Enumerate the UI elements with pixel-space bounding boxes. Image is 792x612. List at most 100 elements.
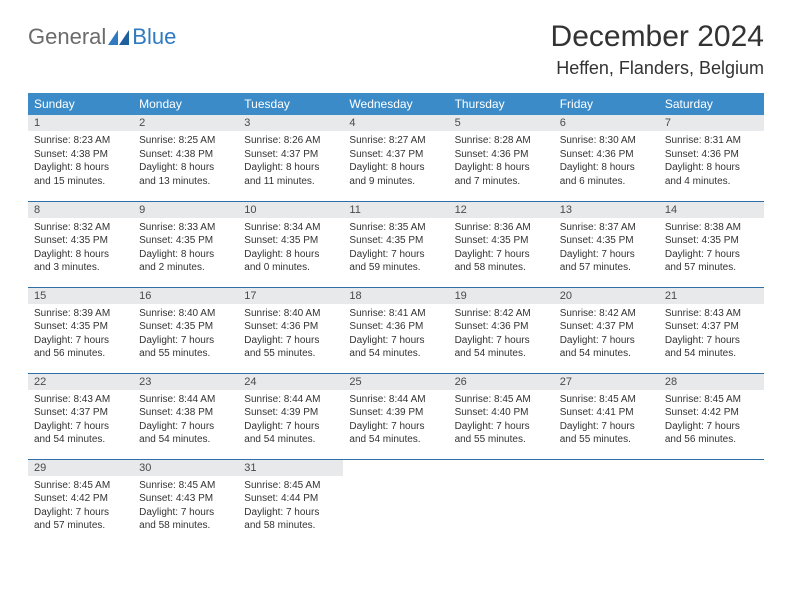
- day-number: 1: [28, 115, 133, 131]
- sunset-line: Sunset: 4:36 PM: [455, 148, 548, 162]
- sunrise-line: Sunrise: 8:38 AM: [665, 221, 758, 235]
- weekday-header: Monday: [133, 93, 238, 115]
- sunset-line: Sunset: 4:40 PM: [455, 406, 548, 420]
- daylight-line: Daylight: 8 hours and 3 minutes.: [34, 248, 127, 275]
- daylight-line: Daylight: 7 hours and 56 minutes.: [34, 334, 127, 361]
- day-details: Sunrise: 8:44 AMSunset: 4:38 PMDaylight:…: [133, 390, 238, 453]
- sunset-line: Sunset: 4:38 PM: [34, 148, 127, 162]
- day-number: 25: [343, 374, 448, 390]
- daylight-line: Daylight: 7 hours and 54 minutes.: [455, 334, 548, 361]
- day-number: 28: [659, 374, 764, 390]
- sunrise-line: Sunrise: 8:25 AM: [139, 134, 232, 148]
- daylight-line: Daylight: 7 hours and 55 minutes.: [455, 420, 548, 447]
- sunset-line: Sunset: 4:35 PM: [665, 234, 758, 248]
- sunset-line: Sunset: 4:35 PM: [560, 234, 653, 248]
- calendar-cell: 24Sunrise: 8:44 AMSunset: 4:39 PMDayligh…: [238, 373, 343, 459]
- sunset-line: Sunset: 4:35 PM: [34, 320, 127, 334]
- calendar-cell: 19Sunrise: 8:42 AMSunset: 4:36 PMDayligh…: [449, 287, 554, 373]
- day-number: 7: [659, 115, 764, 131]
- page-header: General Blue December 2024 Heffen, Fland…: [28, 20, 764, 79]
- sunrise-line: Sunrise: 8:45 AM: [665, 393, 758, 407]
- daylight-line: Daylight: 7 hours and 58 minutes.: [244, 506, 337, 533]
- day-details: Sunrise: 8:27 AMSunset: 4:37 PMDaylight:…: [343, 131, 448, 194]
- calendar-cell: 14Sunrise: 8:38 AMSunset: 4:35 PMDayligh…: [659, 201, 764, 287]
- calendar-body: 1Sunrise: 8:23 AMSunset: 4:38 PMDaylight…: [28, 115, 764, 545]
- brand-mark-icon: [108, 28, 130, 46]
- sunset-line: Sunset: 4:35 PM: [139, 320, 232, 334]
- daylight-line: Daylight: 8 hours and 13 minutes.: [139, 161, 232, 188]
- sunset-line: Sunset: 4:42 PM: [34, 492, 127, 506]
- sunset-line: Sunset: 4:37 PM: [349, 148, 442, 162]
- calendar-cell: 9Sunrise: 8:33 AMSunset: 4:35 PMDaylight…: [133, 201, 238, 287]
- calendar-cell: [449, 459, 554, 545]
- sunrise-line: Sunrise: 8:41 AM: [349, 307, 442, 321]
- calendar-cell: 12Sunrise: 8:36 AMSunset: 4:35 PMDayligh…: [449, 201, 554, 287]
- day-details: Sunrise: 8:43 AMSunset: 4:37 PMDaylight:…: [28, 390, 133, 453]
- weekday-header: Tuesday: [238, 93, 343, 115]
- calendar-cell: 22Sunrise: 8:43 AMSunset: 4:37 PMDayligh…: [28, 373, 133, 459]
- day-details: Sunrise: 8:45 AMSunset: 4:42 PMDaylight:…: [659, 390, 764, 453]
- sunset-line: Sunset: 4:36 PM: [560, 148, 653, 162]
- sunrise-line: Sunrise: 8:42 AM: [455, 307, 548, 321]
- day-details: Sunrise: 8:36 AMSunset: 4:35 PMDaylight:…: [449, 218, 554, 281]
- daylight-line: Daylight: 7 hours and 54 minutes.: [349, 334, 442, 361]
- sunset-line: Sunset: 4:44 PM: [244, 492, 337, 506]
- daylight-line: Daylight: 7 hours and 57 minutes.: [665, 248, 758, 275]
- calendar-cell: 28Sunrise: 8:45 AMSunset: 4:42 PMDayligh…: [659, 373, 764, 459]
- daylight-line: Daylight: 7 hours and 54 minutes.: [139, 420, 232, 447]
- sunrise-line: Sunrise: 8:44 AM: [139, 393, 232, 407]
- sunset-line: Sunset: 4:35 PM: [349, 234, 442, 248]
- sunset-line: Sunset: 4:35 PM: [34, 234, 127, 248]
- sunrise-line: Sunrise: 8:40 AM: [244, 307, 337, 321]
- day-number: 5: [449, 115, 554, 131]
- sunset-line: Sunset: 4:37 PM: [244, 148, 337, 162]
- calendar-cell: 17Sunrise: 8:40 AMSunset: 4:36 PMDayligh…: [238, 287, 343, 373]
- sunset-line: Sunset: 4:36 PM: [244, 320, 337, 334]
- day-details: Sunrise: 8:45 AMSunset: 4:44 PMDaylight:…: [238, 476, 343, 539]
- daylight-line: Daylight: 8 hours and 15 minutes.: [34, 161, 127, 188]
- sunset-line: Sunset: 4:38 PM: [139, 406, 232, 420]
- calendar-cell: 6Sunrise: 8:30 AMSunset: 4:36 PMDaylight…: [554, 115, 659, 201]
- day-number: 4: [343, 115, 448, 131]
- brand-word-2: Blue: [132, 24, 176, 50]
- sunrise-line: Sunrise: 8:44 AM: [349, 393, 442, 407]
- calendar-cell: [554, 459, 659, 545]
- day-details: Sunrise: 8:44 AMSunset: 4:39 PMDaylight:…: [238, 390, 343, 453]
- day-details: Sunrise: 8:42 AMSunset: 4:36 PMDaylight:…: [449, 304, 554, 367]
- sunset-line: Sunset: 4:43 PM: [139, 492, 232, 506]
- sunset-line: Sunset: 4:35 PM: [455, 234, 548, 248]
- day-details: Sunrise: 8:32 AMSunset: 4:35 PMDaylight:…: [28, 218, 133, 281]
- sunset-line: Sunset: 4:35 PM: [139, 234, 232, 248]
- day-number: 19: [449, 288, 554, 304]
- sunrise-line: Sunrise: 8:43 AM: [665, 307, 758, 321]
- brand-logo: General Blue: [28, 20, 176, 50]
- day-number: 15: [28, 288, 133, 304]
- calendar-cell: 1Sunrise: 8:23 AMSunset: 4:38 PMDaylight…: [28, 115, 133, 201]
- sunrise-line: Sunrise: 8:33 AM: [139, 221, 232, 235]
- day-details: Sunrise: 8:40 AMSunset: 4:35 PMDaylight:…: [133, 304, 238, 367]
- sunrise-line: Sunrise: 8:35 AM: [349, 221, 442, 235]
- day-details: Sunrise: 8:25 AMSunset: 4:38 PMDaylight:…: [133, 131, 238, 194]
- daylight-line: Daylight: 7 hours and 58 minutes.: [455, 248, 548, 275]
- calendar-cell: [343, 459, 448, 545]
- calendar-cell: 13Sunrise: 8:37 AMSunset: 4:35 PMDayligh…: [554, 201, 659, 287]
- day-number: 29: [28, 460, 133, 476]
- day-details: Sunrise: 8:30 AMSunset: 4:36 PMDaylight:…: [554, 131, 659, 194]
- sunset-line: Sunset: 4:36 PM: [665, 148, 758, 162]
- daylight-line: Daylight: 8 hours and 9 minutes.: [349, 161, 442, 188]
- calendar-row: 1Sunrise: 8:23 AMSunset: 4:38 PMDaylight…: [28, 115, 764, 201]
- day-number: 27: [554, 374, 659, 390]
- day-details: Sunrise: 8:42 AMSunset: 4:37 PMDaylight:…: [554, 304, 659, 367]
- day-number: 23: [133, 374, 238, 390]
- month-title: December 2024: [551, 20, 764, 54]
- sunrise-line: Sunrise: 8:45 AM: [139, 479, 232, 493]
- sunset-line: Sunset: 4:36 PM: [455, 320, 548, 334]
- daylight-line: Daylight: 7 hours and 54 minutes.: [665, 334, 758, 361]
- sunrise-line: Sunrise: 8:44 AM: [244, 393, 337, 407]
- day-number: 30: [133, 460, 238, 476]
- sunrise-line: Sunrise: 8:28 AM: [455, 134, 548, 148]
- calendar-cell: 20Sunrise: 8:42 AMSunset: 4:37 PMDayligh…: [554, 287, 659, 373]
- sunrise-line: Sunrise: 8:31 AM: [665, 134, 758, 148]
- sunrise-line: Sunrise: 8:45 AM: [244, 479, 337, 493]
- day-details: Sunrise: 8:23 AMSunset: 4:38 PMDaylight:…: [28, 131, 133, 194]
